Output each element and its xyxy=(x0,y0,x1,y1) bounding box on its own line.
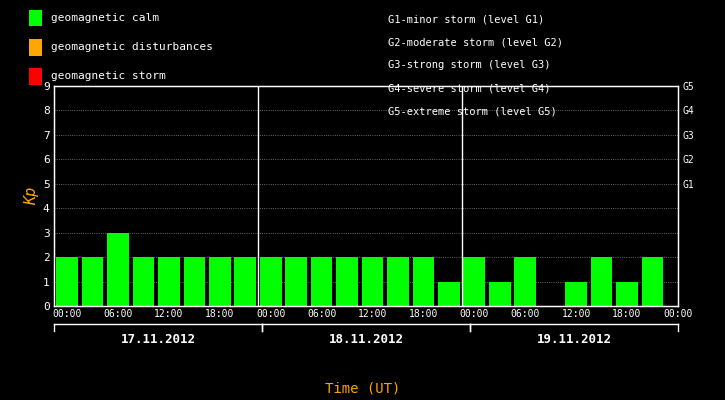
Bar xyxy=(311,257,332,306)
Bar xyxy=(413,257,434,306)
Bar xyxy=(107,233,129,306)
Bar xyxy=(286,257,307,306)
Bar xyxy=(336,257,358,306)
Bar xyxy=(234,257,256,306)
Bar xyxy=(591,257,613,306)
Text: geomagnetic disturbances: geomagnetic disturbances xyxy=(51,42,212,52)
Bar xyxy=(489,282,510,306)
Text: G2-moderate storm (level G2): G2-moderate storm (level G2) xyxy=(388,37,563,47)
Bar xyxy=(642,257,663,306)
Text: G1-minor storm (level G1): G1-minor storm (level G1) xyxy=(388,14,544,24)
Bar xyxy=(362,257,384,306)
Text: 18.11.2012: 18.11.2012 xyxy=(328,333,404,346)
Bar xyxy=(82,257,104,306)
Bar xyxy=(566,282,587,306)
Bar xyxy=(260,257,281,306)
Bar xyxy=(463,257,485,306)
Text: G3-strong storm (level G3): G3-strong storm (level G3) xyxy=(388,60,550,70)
Bar xyxy=(616,282,638,306)
Bar xyxy=(183,257,205,306)
Y-axis label: Kp: Kp xyxy=(24,187,38,205)
Text: G5-extreme storm (level G5): G5-extreme storm (level G5) xyxy=(388,107,557,117)
Bar xyxy=(57,257,78,306)
Bar xyxy=(438,282,460,306)
Bar xyxy=(133,257,154,306)
Bar xyxy=(514,257,536,306)
Bar xyxy=(387,257,409,306)
Text: Time (UT): Time (UT) xyxy=(325,382,400,396)
Text: 17.11.2012: 17.11.2012 xyxy=(121,333,196,346)
Text: geomagnetic calm: geomagnetic calm xyxy=(51,13,159,23)
Bar xyxy=(158,257,180,306)
Text: G4-severe storm (level G4): G4-severe storm (level G4) xyxy=(388,84,550,94)
Bar xyxy=(209,257,231,306)
Text: 19.11.2012: 19.11.2012 xyxy=(536,333,611,346)
Text: geomagnetic storm: geomagnetic storm xyxy=(51,72,165,82)
